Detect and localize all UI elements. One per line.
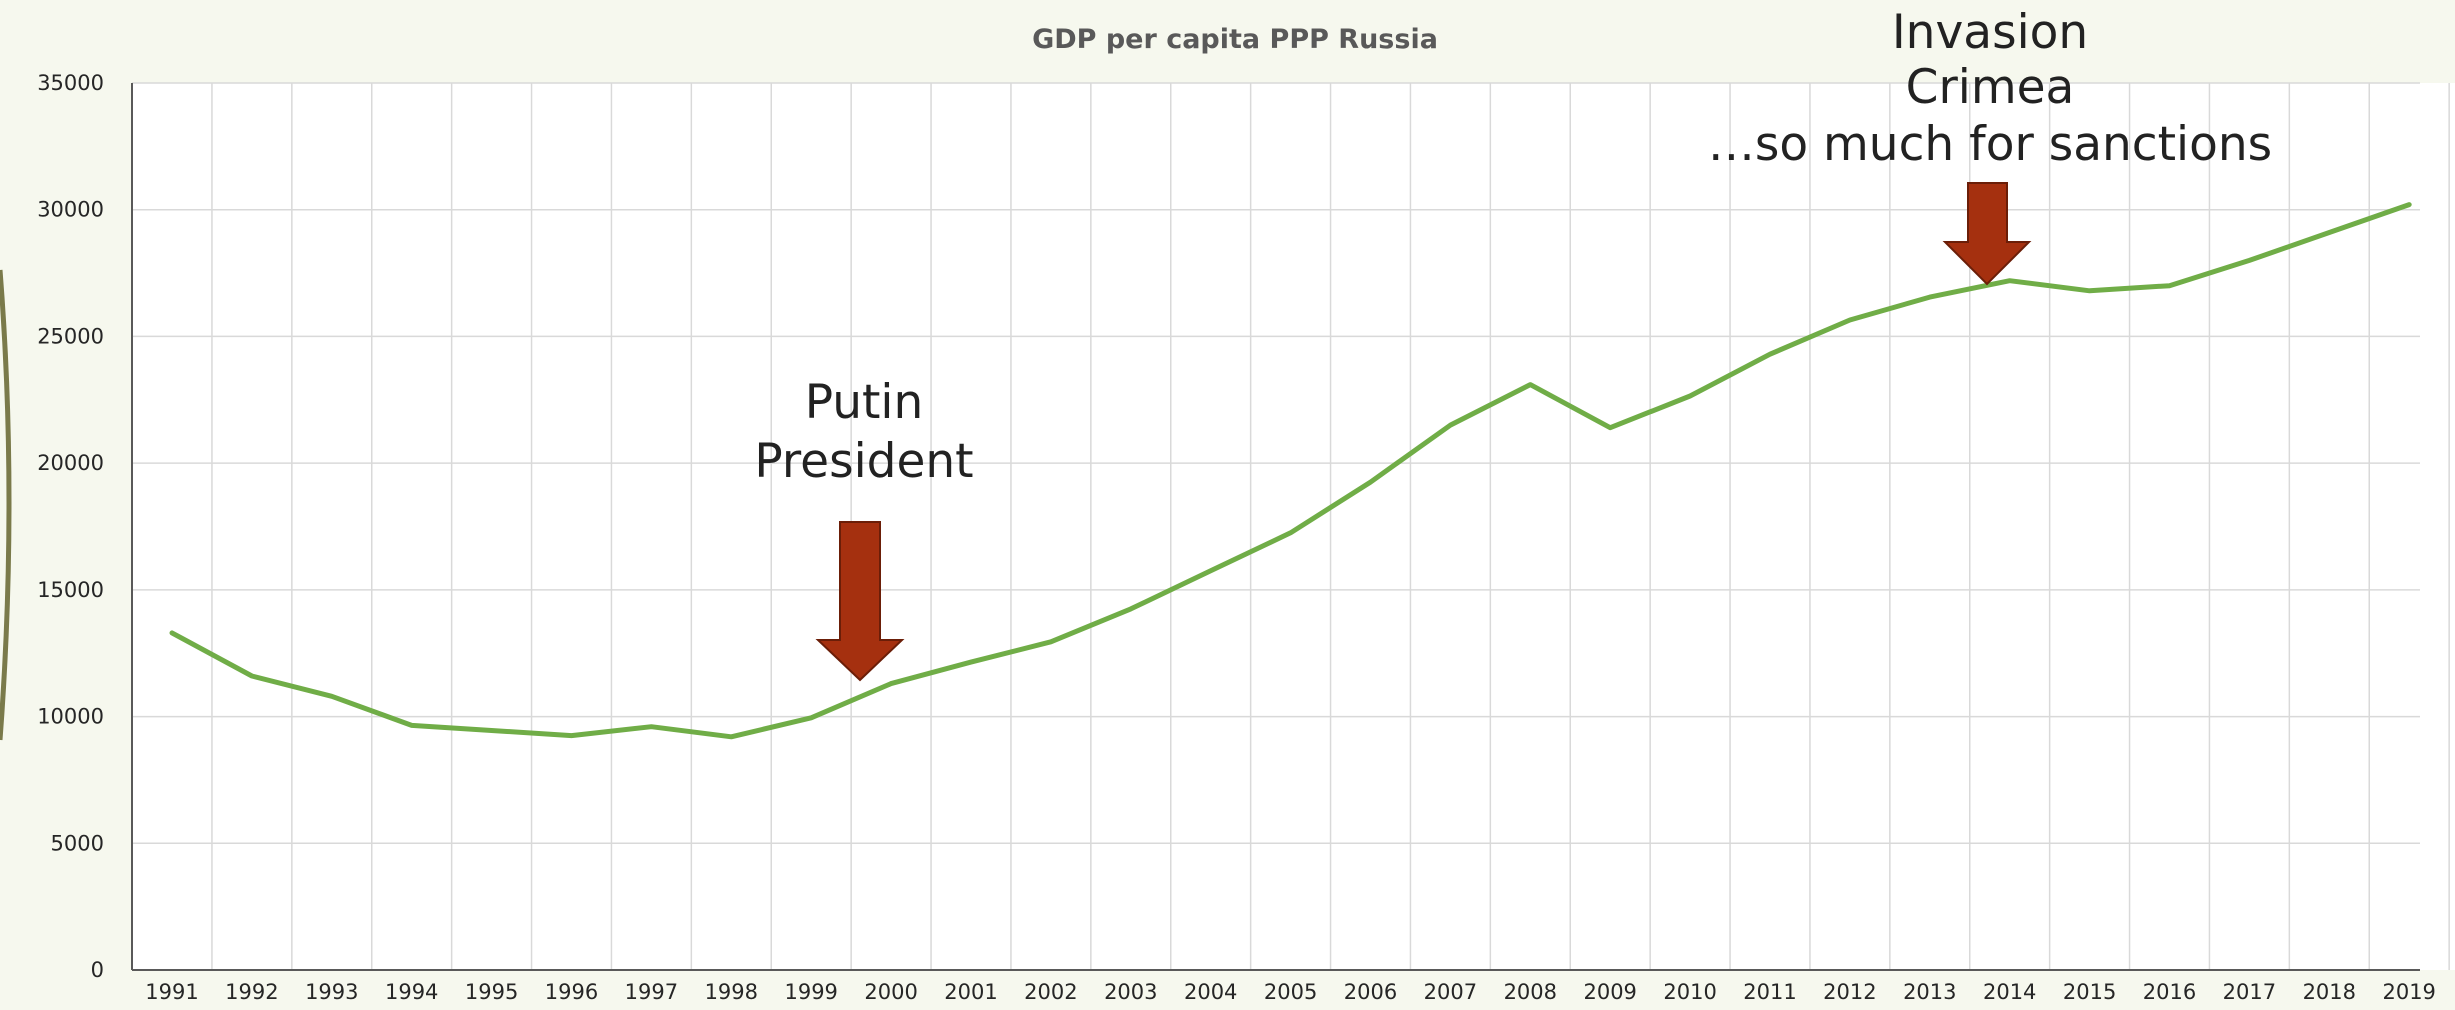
y-tick-label: 20000	[37, 451, 104, 475]
plot-area	[132, 83, 2455, 970]
x-tick-label: 2010	[1663, 980, 1716, 1004]
x-tick-label: 2004	[1184, 980, 1237, 1004]
x-tick-label: 2002	[1024, 980, 1077, 1004]
x-tick-label: 2012	[1823, 980, 1876, 1004]
y-axis-ticks: 35000 30000 25000 20000 15000 10000 5000 0	[37, 71, 104, 982]
putin-label-line2: President	[754, 434, 973, 489]
x-tick-label: 1999	[784, 980, 837, 1004]
x-tick-label: 2017	[2223, 980, 2276, 1004]
x-tick-label: 2005	[1264, 980, 1317, 1004]
x-tick-label: 1992	[225, 980, 278, 1004]
x-tick-label: 1998	[705, 980, 758, 1004]
crimea-annotation: Invasion Crimea …so much for sanctions	[1708, 5, 2272, 286]
putin-annotation: Putin President	[754, 375, 974, 682]
y-tick-label: 0	[91, 958, 104, 982]
slide-accent-curve	[0, 269, 12, 741]
x-tick-label: 1996	[545, 980, 598, 1004]
y-tick-label: 35000	[37, 71, 104, 95]
y-tick-label: 10000	[37, 705, 104, 729]
x-tick-label: 1997	[625, 980, 678, 1004]
x-tick-label: 2015	[2063, 980, 2116, 1004]
horizontal-gridlines	[132, 82, 2420, 845]
crimea-arrow	[1942, 182, 2032, 286]
chart-title: GDP per capita PPP Russia	[1032, 24, 1438, 55]
x-tick-label: 1991	[145, 980, 198, 1004]
vertical-gridlines	[131, 83, 2450, 970]
x-tick-label: 2003	[1104, 980, 1157, 1004]
x-tick-label: 2013	[1903, 980, 1956, 1004]
crimea-label-line3: …so much for sanctions	[1708, 117, 2272, 172]
x-tick-label: 2001	[944, 980, 997, 1004]
x-tick-label: 2006	[1344, 980, 1397, 1004]
crimea-label-line1: Invasion	[1892, 5, 2088, 60]
x-tick-label: 1994	[385, 980, 438, 1004]
x-tick-label: 2016	[2143, 980, 2196, 1004]
x-tick-label: 2018	[2303, 980, 2356, 1004]
gdp-series-line	[169, 202, 2412, 740]
x-tick-label: 2000	[864, 980, 917, 1004]
x-tick-label: 2014	[1983, 980, 2036, 1004]
x-tick-label: 1995	[465, 980, 518, 1004]
putin-label-line1: Putin	[805, 375, 924, 430]
x-tick-label: 2009	[1583, 980, 1636, 1004]
x-tick-label: 2011	[1743, 980, 1796, 1004]
x-tick-label: 1993	[305, 980, 358, 1004]
y-tick-label: 30000	[37, 198, 104, 222]
x-tick-label: 2019	[2382, 980, 2435, 1004]
x-tick-label: 2008	[1504, 980, 1557, 1004]
y-tick-label: 25000	[37, 324, 104, 348]
crimea-label-line2: Crimea	[1906, 60, 2075, 115]
y-tick-label: 5000	[51, 831, 104, 855]
putin-arrow	[815, 521, 905, 682]
x-tick-label: 2007	[1424, 980, 1477, 1004]
y-tick-label: 15000	[37, 578, 104, 602]
x-axis-ticks: 1991 1992 1993 1994 1995 1996 1997 1998 1999 2000…	[145, 980, 2436, 1004]
